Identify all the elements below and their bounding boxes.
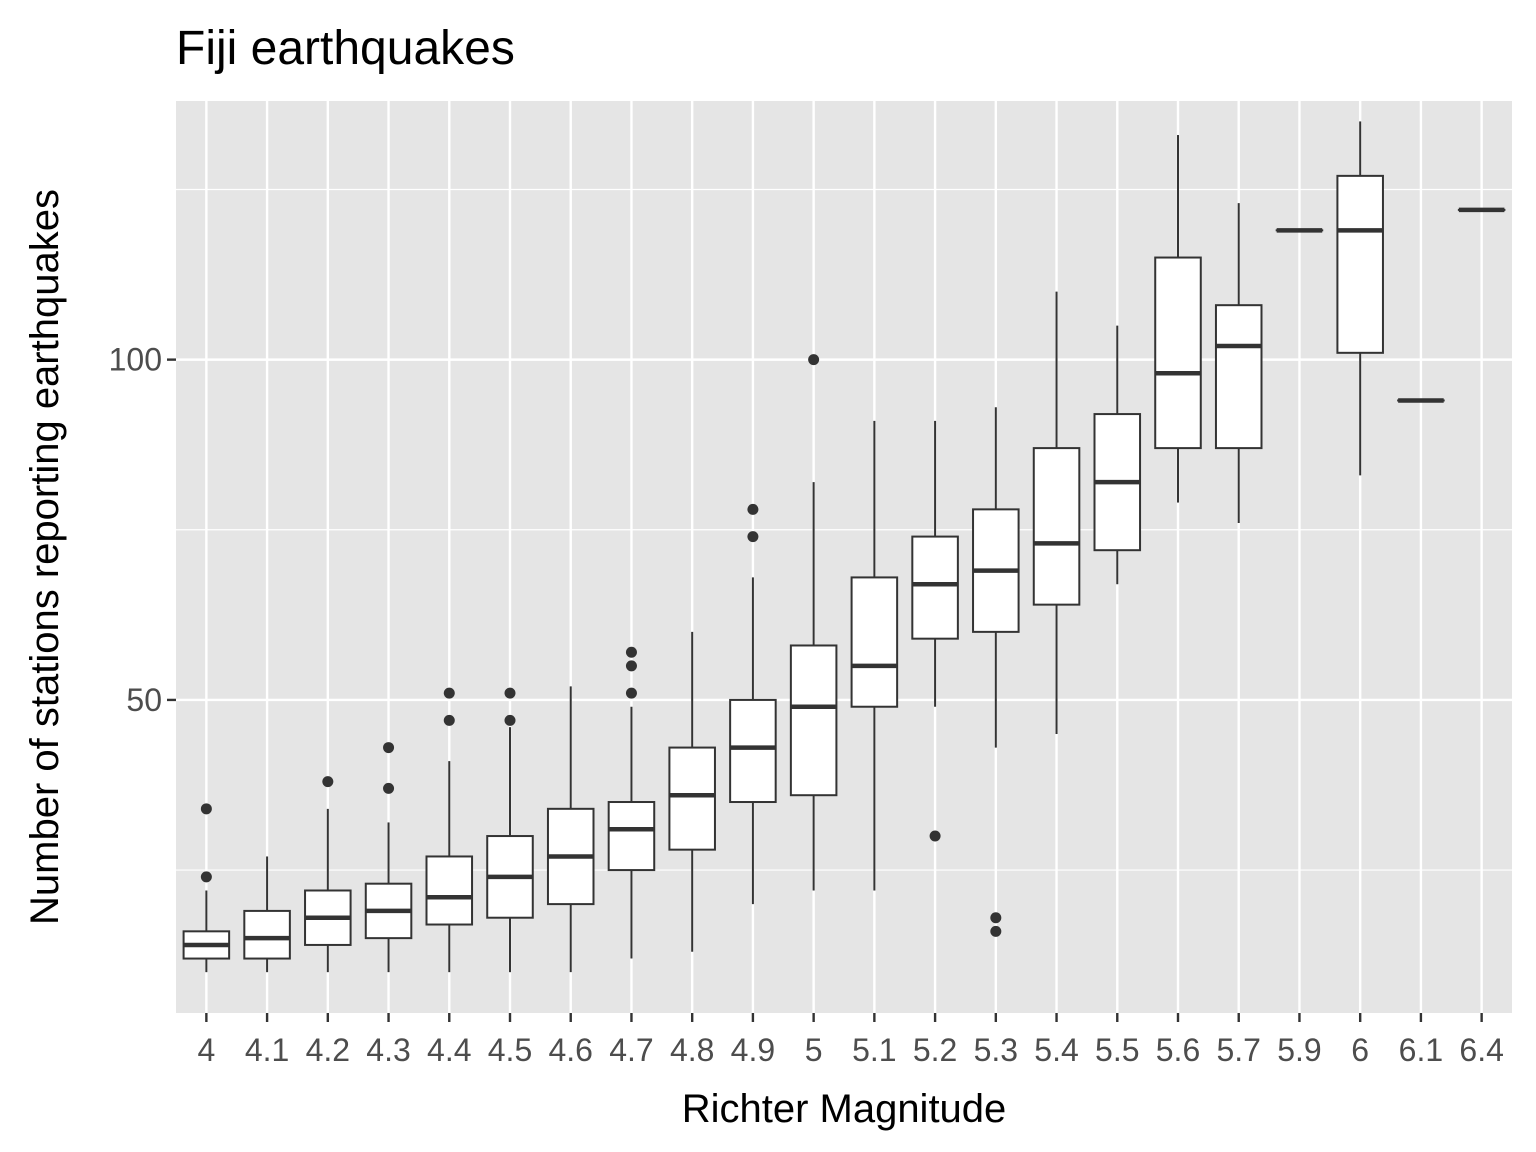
x-tick-label: 4.8 [670, 1032, 714, 1068]
box-group [850, 420, 899, 891]
box [850, 576, 899, 708]
x-tick-label: 5.3 [974, 1032, 1018, 1068]
x-axis-title: Richter Magnitude [682, 1087, 1007, 1131]
grid-minor [176, 188, 1512, 871]
box-group [304, 776, 352, 973]
x-tick-label: 4.9 [731, 1032, 775, 1068]
outlier-point [443, 687, 455, 699]
boxplot-series [182, 121, 1506, 973]
x-tick-label: 5 [805, 1032, 823, 1068]
y-axis-title: Number of stations reporting earthquakes [23, 189, 67, 925]
x-tick-label: 5.1 [852, 1032, 896, 1068]
x-tick-label: 5.9 [1277, 1032, 1321, 1068]
y-tick-label: 50 [126, 682, 162, 718]
box [1214, 304, 1263, 450]
x-tick-label: 5.6 [1156, 1032, 1200, 1068]
outlier-point [322, 776, 334, 788]
box-group [789, 354, 838, 891]
x-tick-label: 5.7 [1216, 1032, 1260, 1068]
x-tick-label: 4.7 [609, 1032, 653, 1068]
box-group [1336, 121, 1384, 476]
y-axis: 50 100 [109, 342, 176, 718]
box-group [425, 687, 474, 973]
x-tick-label: 6.1 [1399, 1032, 1443, 1068]
box [729, 698, 777, 804]
outlier-point [383, 782, 395, 794]
box [1032, 447, 1081, 606]
outlier-point [383, 742, 395, 754]
y-tick-label: 100 [109, 342, 162, 378]
x-tick-label: 6 [1351, 1032, 1369, 1068]
box-group [1154, 135, 1202, 503]
x-axis: 4 4.1 4.2 4.3 4.4 4.5 4.6 4.7 4.8 4.9 5 5.1 5.2 5.3 5.… [197, 1013, 1504, 1068]
box-group [546, 686, 595, 973]
box-group [486, 687, 534, 973]
plot-panel [176, 101, 1512, 1013]
x-tick-label: 4.2 [306, 1032, 350, 1068]
x-tick-label: 6.4 [1459, 1032, 1503, 1068]
box [607, 801, 656, 872]
x-tick-label: 5.2 [913, 1032, 957, 1068]
box-group [729, 503, 777, 905]
x-tick-label: 4 [197, 1032, 215, 1068]
box-group [182, 803, 231, 973]
outlier-point [929, 830, 941, 842]
box-group [607, 646, 656, 959]
outlier-point [808, 354, 820, 366]
x-tick-label: 5.5 [1095, 1032, 1139, 1068]
box-group [1032, 291, 1081, 734]
box [789, 644, 838, 797]
outlier-point [200, 871, 212, 883]
outlier-point [990, 925, 1002, 937]
box [425, 855, 474, 926]
outlier-point [200, 803, 212, 815]
box-group [1214, 203, 1263, 523]
outlier-point [443, 714, 455, 726]
box-group [364, 742, 413, 973]
outlier-point [747, 531, 759, 543]
outlier-point [990, 912, 1002, 924]
box-group [1093, 325, 1142, 585]
x-tick-label: 5.4 [1034, 1032, 1078, 1068]
x-tick-label: 4.5 [488, 1032, 532, 1068]
x-tick-label: 4.6 [548, 1032, 592, 1068]
x-tick-label: 4.4 [427, 1032, 471, 1068]
box-group [668, 631, 716, 952]
outlier-point [504, 687, 516, 699]
box-group [243, 856, 291, 973]
box-group [911, 420, 959, 842]
chart-title: Fiji earthquakes [176, 22, 515, 75]
box [1336, 174, 1384, 354]
outlier-point [504, 714, 516, 726]
outlier-point [747, 503, 759, 515]
box [243, 909, 291, 960]
box [1154, 256, 1202, 450]
x-tick-label: 4.1 [245, 1032, 289, 1068]
outlier-point [625, 687, 637, 699]
outlier-point [625, 646, 637, 658]
x-tick-label: 4.3 [366, 1032, 410, 1068]
box [668, 746, 716, 851]
outlier-point [625, 660, 637, 672]
box-group [972, 407, 1020, 937]
box [911, 535, 959, 640]
